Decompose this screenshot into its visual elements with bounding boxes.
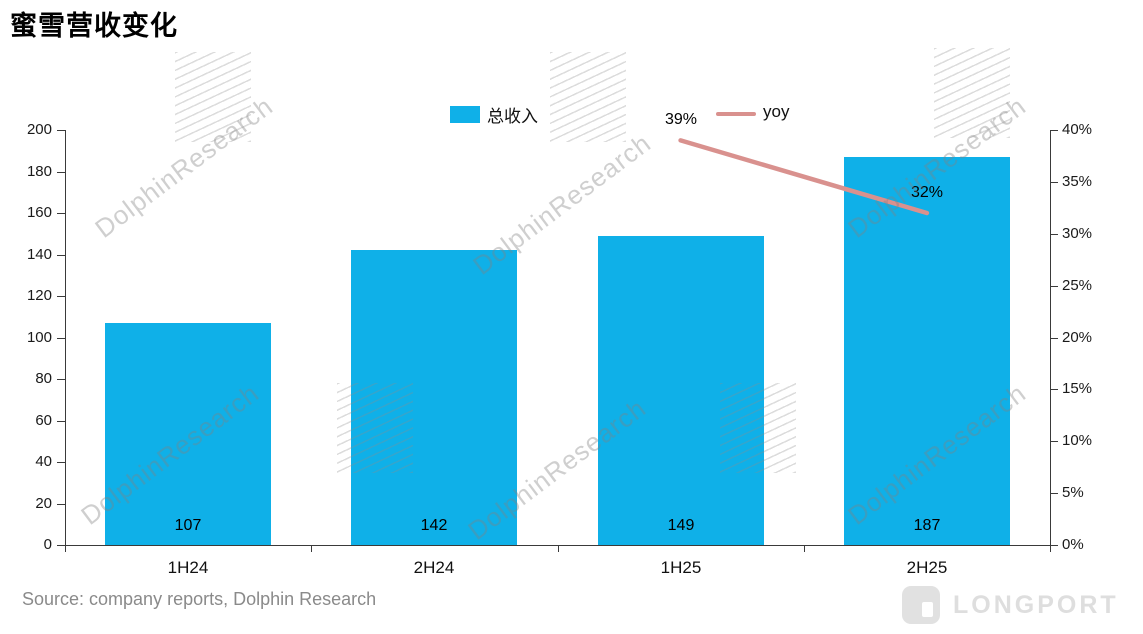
longport-logo: LONGPORT [902, 586, 1119, 624]
longport-logo-text: LONGPORT [953, 590, 1119, 619]
x-category-label: 1H24 [167, 558, 209, 577]
legend-line-label: yoy [763, 102, 790, 121]
y-axis-right-label: 20% [1062, 329, 1093, 346]
legend-line-swatch-icon [716, 112, 756, 116]
y-axis-left-label: 100 [26, 329, 52, 346]
y-axis-left-label: 180 [26, 163, 52, 180]
y-axis-left-tick [57, 255, 65, 256]
y-axis-left-tick [57, 504, 65, 505]
bar-value-label: 142 [420, 517, 448, 534]
yoy-line [678, 138, 930, 216]
y-axis-right-tick [1050, 493, 1058, 494]
y-axis-left-label: 40 [35, 453, 52, 470]
x-axis-tick [804, 545, 805, 552]
revenue-bar [844, 157, 1010, 545]
y-axis-right-label: 35% [1062, 173, 1093, 190]
y-axis-right-label: 15% [1062, 380, 1093, 397]
y-axis-right-tick [1050, 441, 1058, 442]
y-axis-left-tick [57, 296, 65, 297]
x-axis-tick [558, 545, 559, 552]
y-axis-right-label: 10% [1062, 432, 1093, 449]
y-axis-right-label: 25% [1062, 277, 1093, 294]
y-axis-left-label: 200 [26, 121, 52, 138]
y-axis-left-label: 140 [26, 246, 52, 263]
y-axis-left-tick [57, 379, 65, 380]
y-axis-left-label: 60 [35, 412, 52, 429]
page-title: 蜜雪营收变化 [10, 11, 178, 41]
y-axis-left-tick [57, 421, 65, 422]
legend-bar-swatch-icon [450, 106, 480, 123]
x-axis-tick [65, 545, 66, 552]
x-category-label: 2H24 [413, 558, 455, 577]
y-axis-left-label: 120 [26, 287, 52, 304]
y-axis-right-tick [1050, 338, 1058, 339]
y-axis-right-label: 0% [1062, 536, 1084, 553]
y-axis-left-tick [57, 338, 65, 339]
x-axis-tick [1050, 545, 1051, 552]
y-axis-right-tick [1050, 130, 1058, 131]
y-axis-left-tick [57, 130, 65, 131]
y-axis-left-label: 20 [35, 495, 52, 512]
y-axis-right-tick [1050, 286, 1058, 287]
y-axis-right-label: 40% [1062, 121, 1093, 138]
y-axis-right-tick [1050, 389, 1058, 390]
revenue-bar [351, 250, 517, 545]
y-axis-right-label: 5% [1062, 484, 1084, 501]
longport-logo-icon [902, 586, 940, 624]
x-axis-tick [311, 545, 312, 552]
legend-bar-label: 总收入 [487, 107, 538, 126]
yoy-point-label: 32% [910, 184, 944, 201]
y-axis-left-tick [57, 172, 65, 173]
y-axis-left-tick [57, 462, 65, 463]
y-axis-left-tick [57, 545, 65, 546]
y-axis-right-tick [1050, 545, 1058, 546]
revenue-bar [105, 323, 271, 545]
watermark-hatch [934, 48, 1010, 138]
revenue-bar [598, 236, 764, 545]
y-axis-left [65, 130, 66, 546]
y-axis-right-label: 30% [1062, 225, 1093, 242]
x-category-label: 2H25 [906, 558, 948, 577]
y-axis-right-tick [1050, 182, 1058, 183]
watermark-hatch [550, 52, 626, 142]
bar-value-label: 107 [174, 517, 202, 534]
y-axis-right-tick [1050, 234, 1058, 235]
y-axis-left-label: 80 [35, 370, 52, 387]
bar-value-label: 149 [667, 517, 695, 534]
bar-value-label: 187 [913, 517, 941, 534]
y-axis-left-label: 0 [43, 536, 52, 553]
watermark-hatch [175, 52, 251, 142]
y-axis-left-tick [57, 213, 65, 214]
y-axis-left-label: 160 [26, 204, 52, 221]
source-note: Source: company reports, Dolphin Researc… [22, 589, 377, 609]
x-category-label: 1H25 [660, 558, 702, 577]
yoy-point-label: 39% [664, 111, 698, 128]
